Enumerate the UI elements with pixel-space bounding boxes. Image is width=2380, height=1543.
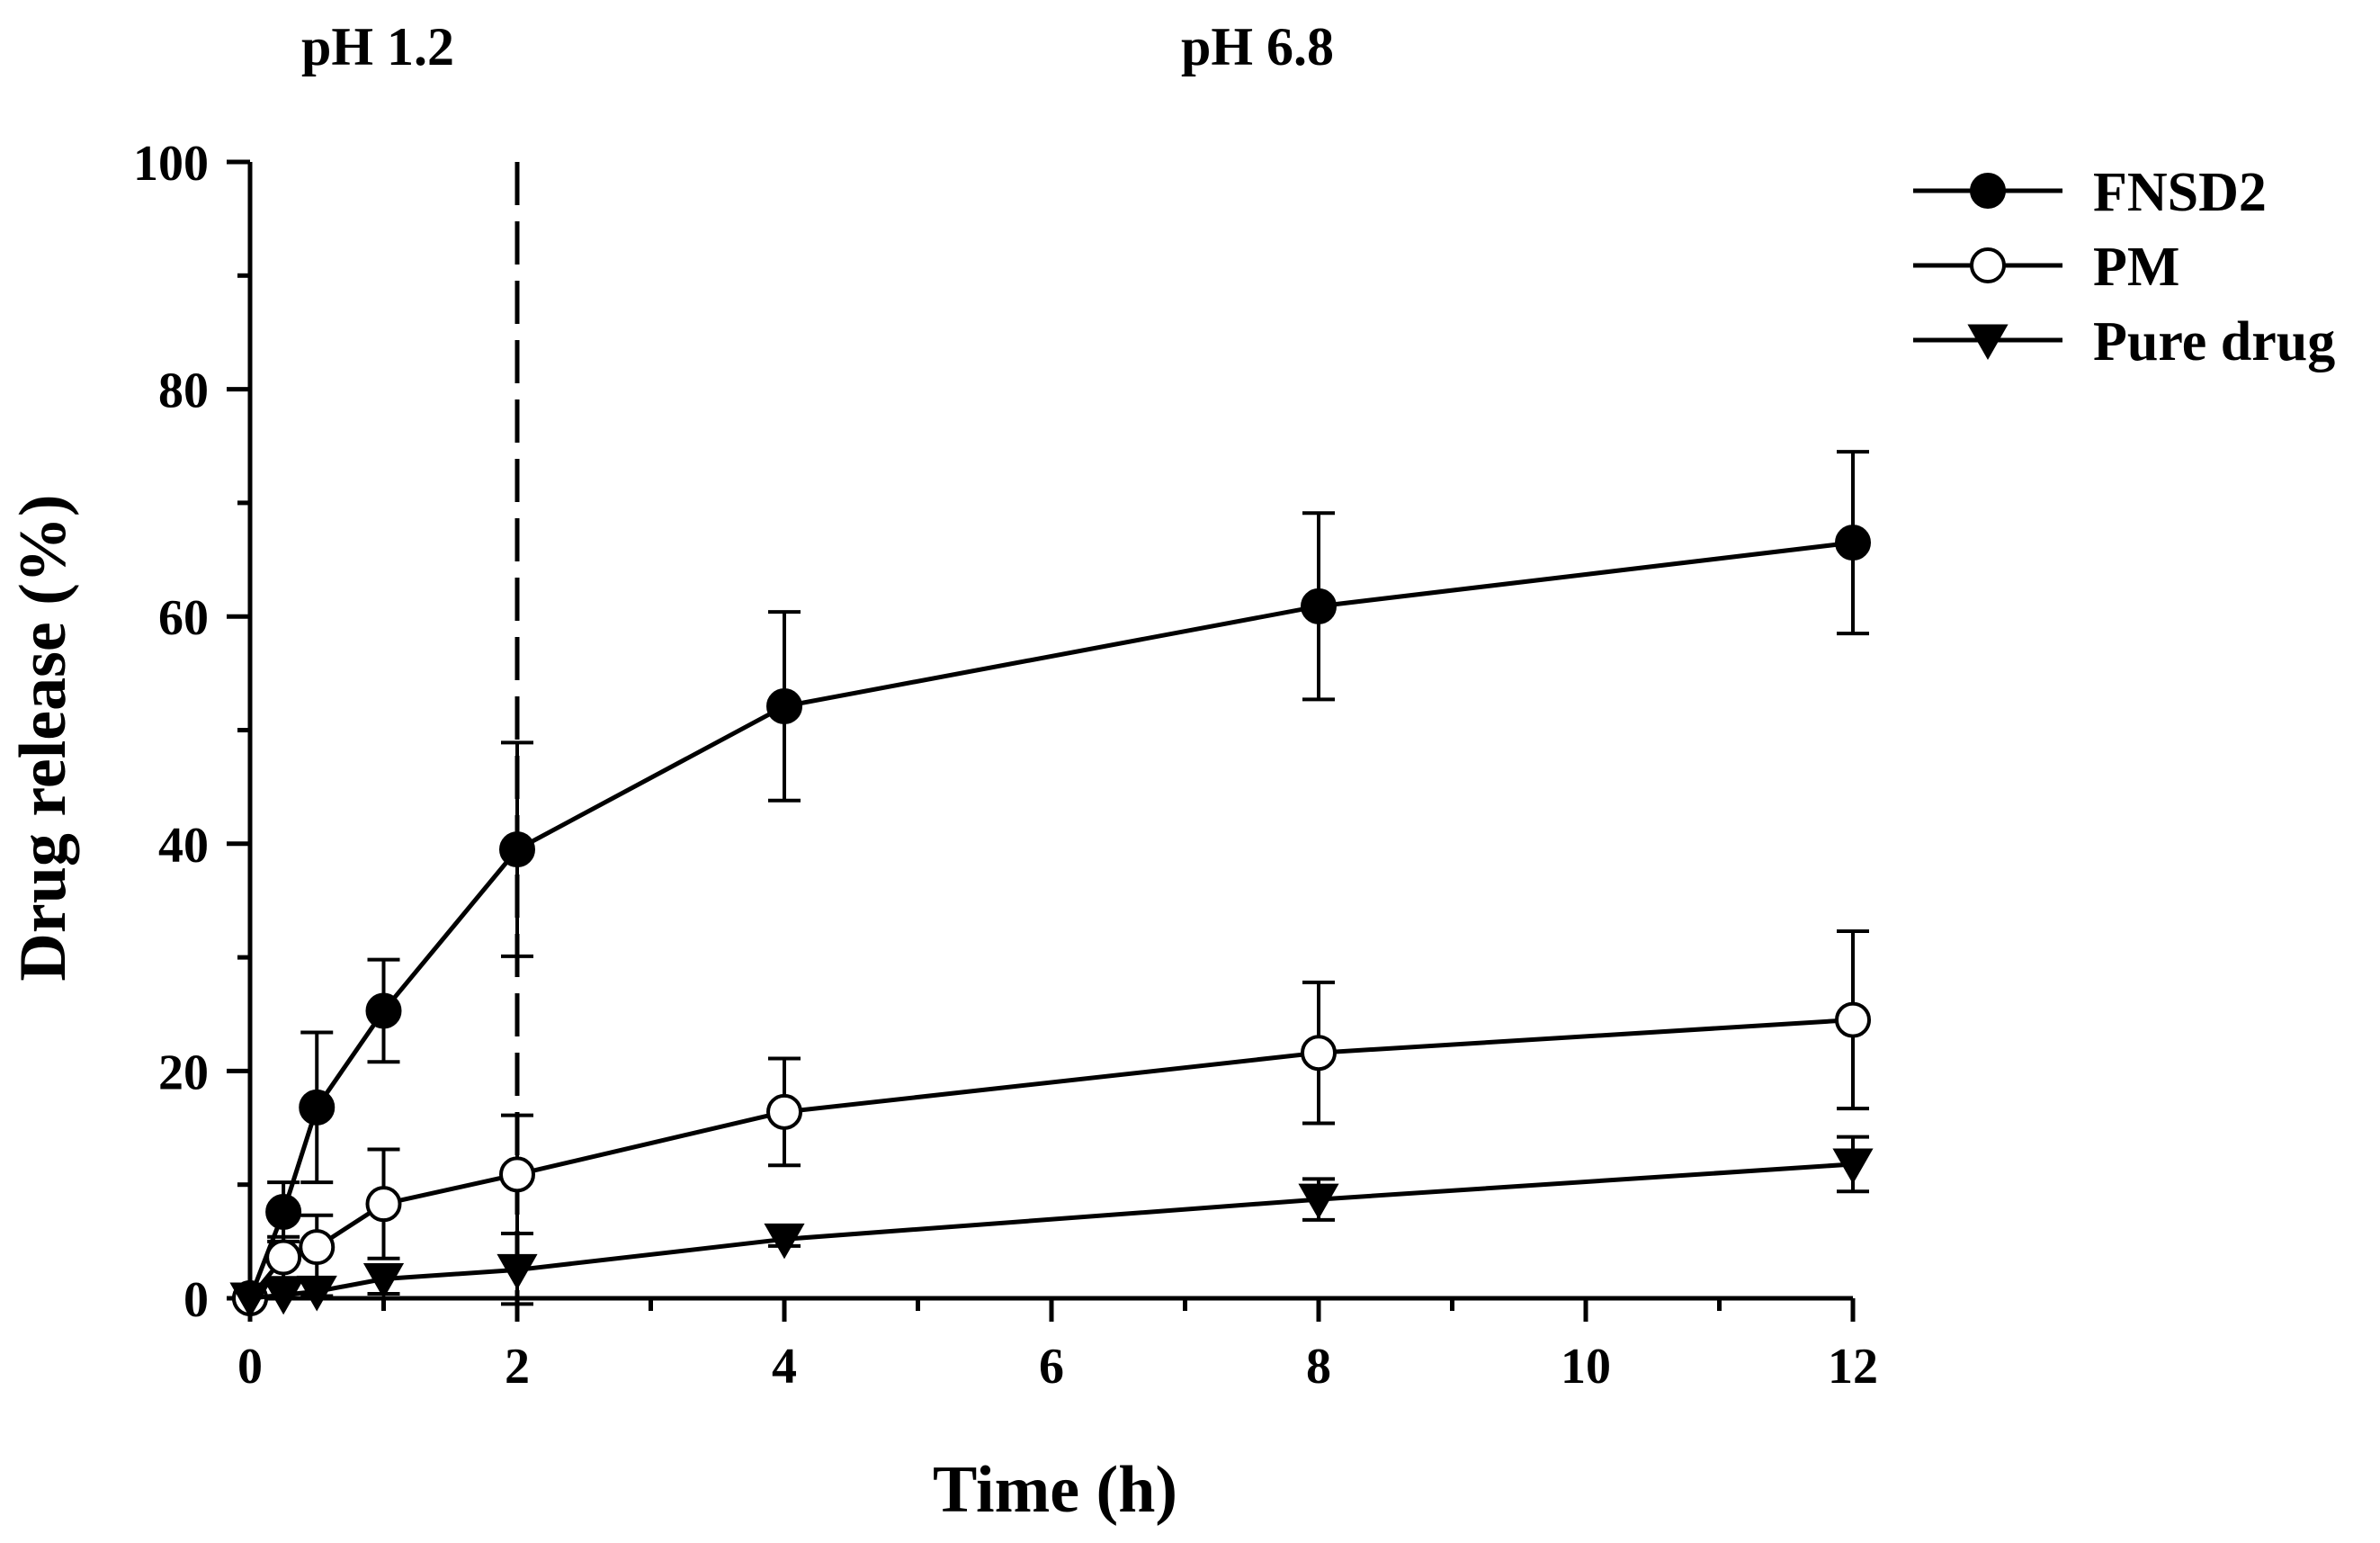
data-point [362,1263,405,1299]
data-point [263,1278,304,1315]
x-tick-label: 10 [1561,1339,1611,1395]
legend-item-fnsd2: FNSD2 [1913,162,2267,223]
x-tick-label: 6 [1039,1339,1064,1395]
legend: FNSD2 PM Pure drug [1913,162,2335,372]
data-point [265,1239,302,1276]
x-tick-label: 0 [237,1339,263,1395]
x-tick-label: 12 [1828,1339,1878,1395]
data-point [1832,1148,1874,1184]
x-tick-label: 4 [772,1339,797,1395]
series-pm [232,929,1871,1316]
data-point [365,992,402,1029]
y-tick-label: 20 [158,1045,209,1100]
series-layer [229,450,1874,1319]
series-line [248,1018,1854,1300]
legend-item-pure-drug: Pure drug [1913,311,2335,372]
data-point [1835,525,1871,561]
legend-item-pm: PM [1913,237,2179,298]
series-line [247,540,1854,1299]
data-point [764,1223,805,1260]
data-point [299,1229,336,1266]
legend-label: FNSD2 [2093,162,2267,223]
data-point [766,687,802,724]
x-axis-title: Time (h) [933,1453,1177,1527]
data-point [296,1275,337,1312]
data-point [365,1186,402,1223]
legend-marker [1967,324,2009,361]
legend-marker [1970,173,2006,209]
data-point [265,1194,302,1231]
legend-label: PM [2093,237,2179,298]
data-point [229,1282,271,1319]
y-tick-label: 40 [158,818,209,874]
y-tick-label: 80 [158,363,209,419]
data-point [1301,588,1337,624]
x-tick-label: 8 [1306,1339,1331,1395]
phase-label-right: pH 6.8 [1181,17,1334,76]
data-point [497,1253,538,1290]
data-point [1835,1001,1871,1038]
data-point [499,1156,535,1193]
data-point [499,831,535,868]
y-axis-title: Drug release (%) [6,494,80,981]
series-pure-drug [229,1135,1874,1319]
data-point [1298,1183,1339,1220]
series-line [249,1162,1854,1301]
data-point [1301,1035,1337,1072]
data-point [299,1089,336,1126]
axes: 0 2 4 6 8 10 12 0 20 40 60 80 100 [133,136,1878,1395]
y-tick-label: 60 [158,590,209,646]
y-tick-label: 100 [133,136,209,192]
legend-marker [1970,247,2006,283]
y-tick-label: 0 [183,1272,209,1328]
phase-label-left: pH 1.2 [301,17,454,76]
legend-label: Pure drug [2093,311,2335,372]
x-tick-label: 2 [505,1339,530,1395]
data-point [766,1093,802,1130]
